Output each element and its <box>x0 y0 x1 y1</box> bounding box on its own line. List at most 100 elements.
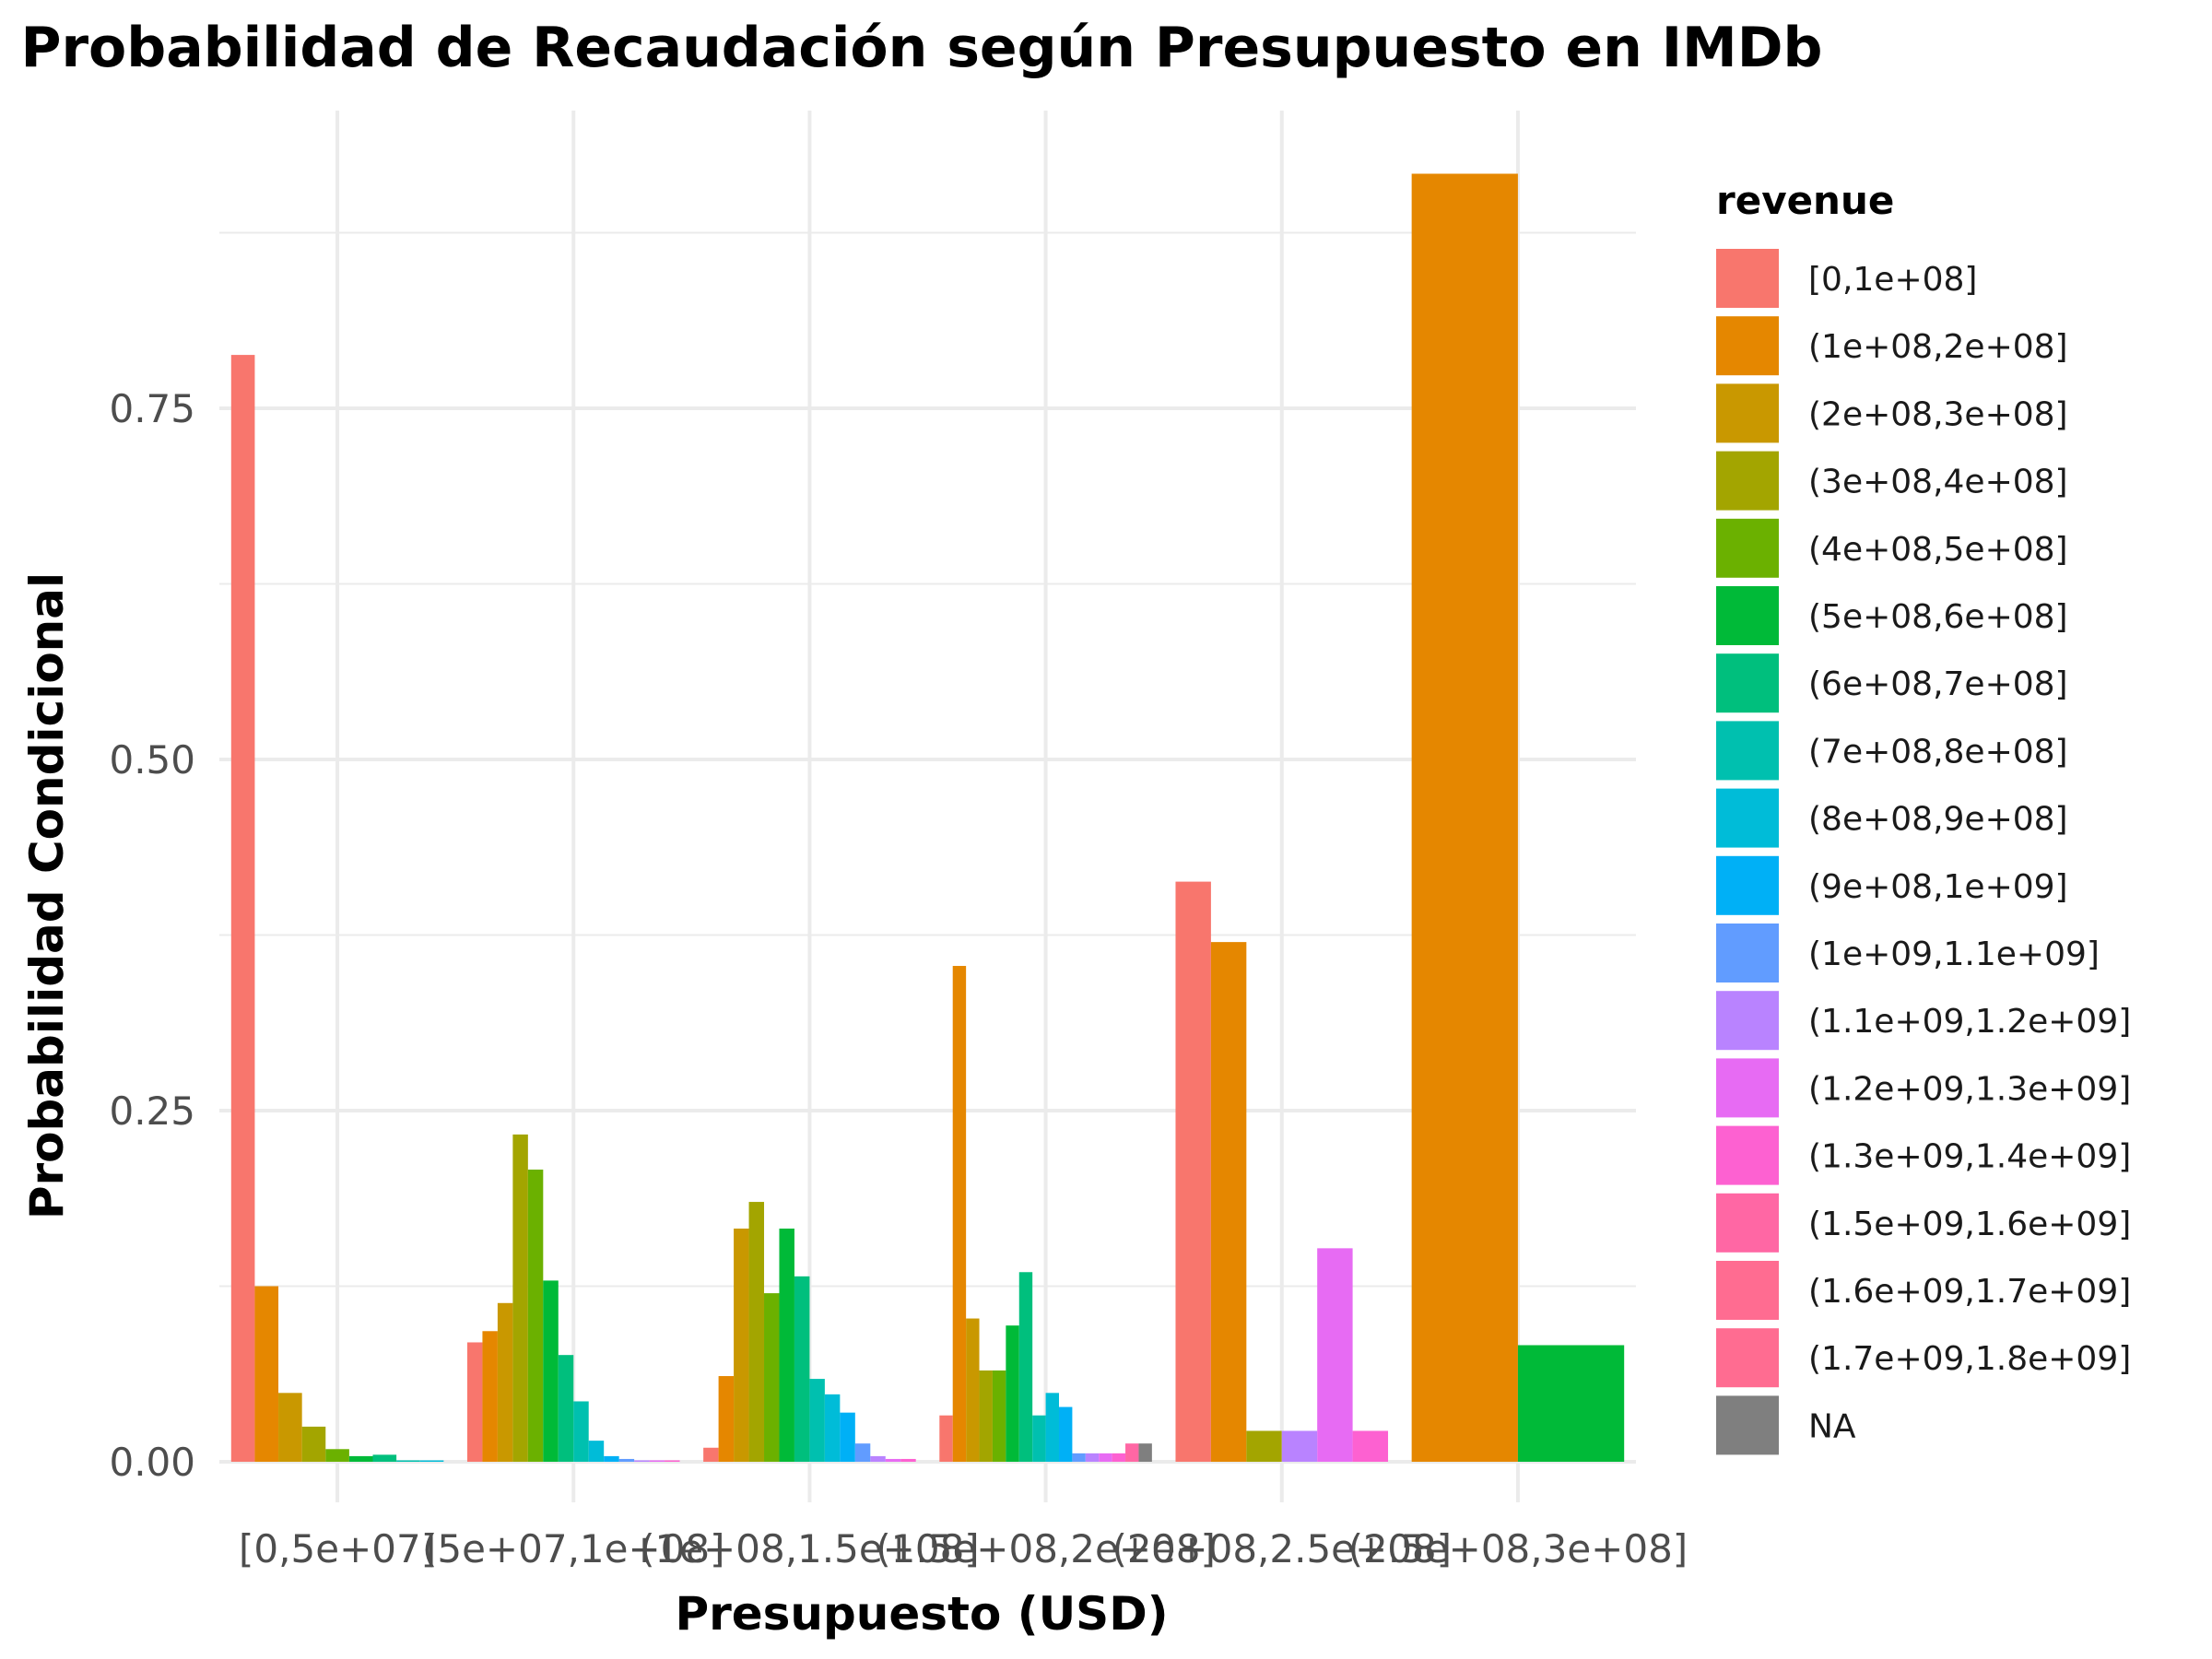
legend-key <box>1716 855 1779 915</box>
legend-label: (1.2e+09,1.3e+09] <box>1808 1070 2131 1108</box>
x-tick-label: (2e+08,2.5e+08] <box>1112 1526 1452 1571</box>
legend-key <box>1716 1395 1779 1455</box>
legend-label: (8e+08,9e+08] <box>1808 801 2068 839</box>
y-tick-label: 0.50 <box>109 737 195 782</box>
bar <box>604 1455 619 1462</box>
x-tick-label: (5e+07,1e+08] <box>422 1526 725 1571</box>
bar <box>952 966 967 1462</box>
legend-label: (1.1e+09,1.2e+09] <box>1808 1003 2131 1041</box>
legend-key <box>1716 586 1779 645</box>
bar <box>254 1286 279 1462</box>
y-tick-label: 0.00 <box>109 1440 195 1485</box>
legend-label: (1e+09,1.1e+09] <box>1808 935 2100 973</box>
bar <box>764 1293 780 1462</box>
legend-key <box>1716 518 1779 578</box>
bar <box>634 1460 650 1462</box>
bar <box>992 1370 1006 1462</box>
bar <box>512 1134 528 1462</box>
bar <box>1112 1453 1126 1462</box>
bar <box>809 1379 825 1462</box>
y-tick-label: 0.25 <box>109 1088 195 1134</box>
y-axis-ticks: 0.00 0.25 0.50 0.75 <box>109 386 195 1485</box>
legend-label: (1.6e+09,1.7e+09] <box>1808 1273 2131 1311</box>
legend-key <box>1716 1125 1779 1185</box>
bar <box>527 1170 544 1462</box>
legend-key <box>1716 924 1779 982</box>
bar <box>573 1401 589 1462</box>
y-axis-title: Probabilidad Condicional <box>20 572 74 1219</box>
bar <box>939 1415 953 1462</box>
legend-label: (1.5e+09,1.6e+09] <box>1808 1206 2131 1243</box>
bar <box>1058 1406 1073 1462</box>
bar <box>779 1229 794 1462</box>
bar <box>966 1318 980 1462</box>
bars <box>230 173 1625 1463</box>
bar <box>301 1426 326 1462</box>
bar <box>543 1280 559 1462</box>
legend-label: (2e+08,3e+08] <box>1808 395 2068 433</box>
bar <box>230 355 255 1462</box>
bar <box>466 1342 483 1462</box>
bar <box>870 1455 886 1462</box>
legend: revenue [0,1e+08] (1e+08,2e+08] (2e+08,3e+… <box>1716 178 2131 1455</box>
bar <box>1138 1443 1152 1462</box>
legend-label: (9e+08,1e+09] <box>1808 868 2068 906</box>
bar <box>979 1370 993 1462</box>
bar <box>1032 1415 1046 1462</box>
bar <box>1317 1248 1353 1462</box>
bar <box>372 1454 397 1462</box>
y-tick-label: 0.75 <box>109 386 195 431</box>
bar <box>482 1331 498 1462</box>
bar <box>824 1394 841 1462</box>
bar <box>1125 1443 1139 1462</box>
legend-key <box>1716 1328 1779 1388</box>
bar <box>588 1441 605 1462</box>
x-tick-label: (2.5e+08,3e+08] <box>1348 1526 1688 1571</box>
bar <box>885 1458 901 1462</box>
legend-label: NA <box>1808 1407 1856 1445</box>
bar <box>900 1458 916 1462</box>
bar <box>665 1460 680 1462</box>
bar <box>278 1393 302 1462</box>
x-axis-title: Presupuesto (USD) <box>675 1587 1168 1641</box>
legend-label: (7e+08,8e+08] <box>1808 733 2068 771</box>
bar <box>794 1276 810 1462</box>
legend-key <box>1716 721 1779 781</box>
bar <box>1018 1272 1033 1462</box>
legend-label: (3e+08,4e+08] <box>1808 464 2068 501</box>
legend-label: (1.3e+09,1.4e+09] <box>1808 1138 2131 1176</box>
bar <box>734 1229 749 1462</box>
bar <box>1045 1393 1059 1462</box>
bar <box>1246 1430 1282 1462</box>
bar <box>1099 1453 1112 1462</box>
bar <box>497 1302 513 1462</box>
bar <box>748 1202 765 1462</box>
x-tick-label: (1.5e+08,2e+08] <box>876 1526 1216 1571</box>
bar <box>325 1449 349 1462</box>
legend-key <box>1716 1058 1779 1118</box>
legend-key <box>1716 991 1779 1051</box>
bar <box>618 1458 635 1462</box>
bar <box>649 1460 665 1462</box>
legend-label: (6e+08,7e+08] <box>1808 665 2068 703</box>
bar <box>1175 881 1211 1462</box>
legend-label: (4e+08,5e+08] <box>1808 531 2068 569</box>
legend-label: (1e+08,2e+08] <box>1808 328 2068 366</box>
bar <box>854 1443 871 1462</box>
legend-key <box>1716 1261 1779 1320</box>
x-tick-label: (1e+08,1.5e+08] <box>640 1526 980 1571</box>
legend-key <box>1716 653 1779 713</box>
legend-title: revenue <box>1716 178 1894 223</box>
legend-key <box>1716 316 1779 376</box>
legend-key <box>1716 451 1779 511</box>
chart-title: Probabilidad de Recaudación según Presup… <box>20 16 1822 80</box>
bar <box>1517 1345 1625 1462</box>
bar <box>1085 1453 1100 1462</box>
legend-label: (5e+08,6e+08] <box>1808 598 2068 636</box>
bar <box>348 1455 373 1462</box>
bar <box>396 1460 420 1462</box>
bar <box>419 1460 444 1462</box>
bar <box>1411 173 1518 1463</box>
bar <box>1006 1325 1019 1462</box>
